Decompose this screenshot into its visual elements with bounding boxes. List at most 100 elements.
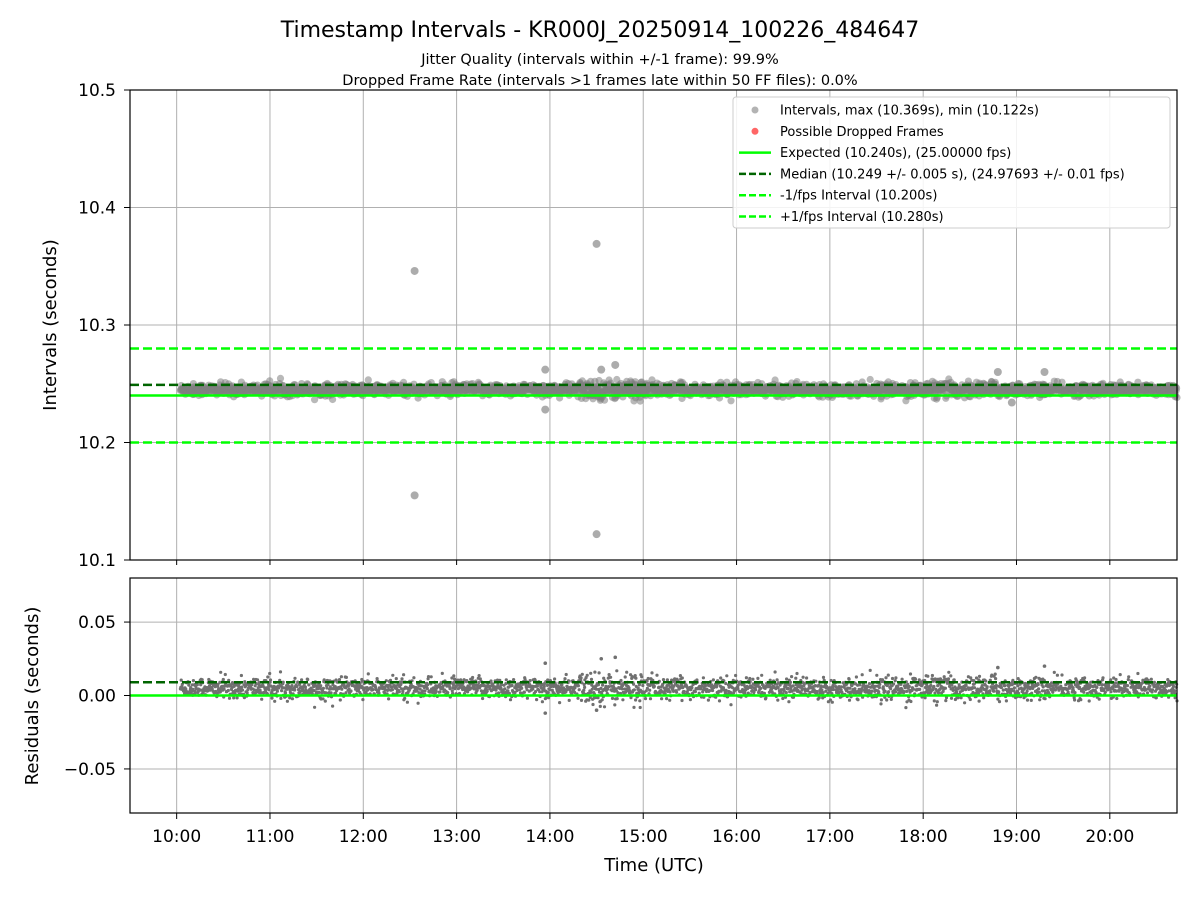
residual-point bbox=[560, 683, 564, 687]
residual-point bbox=[440, 671, 444, 676]
residual-point bbox=[546, 678, 550, 682]
residual-point bbox=[522, 690, 527, 694]
residuals-point-cloud bbox=[178, 668, 1179, 710]
residual-point bbox=[620, 687, 624, 691]
legend-entry-label: +1/fps Interval (10.280s) bbox=[780, 210, 944, 225]
residual-point bbox=[632, 705, 636, 710]
residual-point bbox=[403, 696, 407, 700]
residual-point bbox=[1004, 699, 1009, 703]
legend-entry-label: -1/fps Interval (10.200s) bbox=[780, 189, 937, 204]
intervals-y-tick-label: 10.2 bbox=[78, 434, 116, 454]
residual-point bbox=[300, 678, 304, 682]
residual-point bbox=[587, 698, 591, 702]
interval-outlier-point bbox=[592, 530, 601, 539]
residual-point bbox=[298, 682, 302, 687]
residual-point bbox=[746, 691, 750, 695]
residual-point bbox=[349, 689, 353, 693]
residual-point bbox=[988, 689, 992, 693]
residual-point bbox=[680, 698, 684, 703]
residual-point bbox=[711, 678, 716, 682]
residual-point bbox=[665, 697, 669, 701]
residual-point bbox=[290, 684, 294, 688]
residual-point bbox=[996, 697, 1000, 701]
residual-point bbox=[964, 683, 968, 687]
residual-point bbox=[499, 683, 503, 687]
residual-point bbox=[875, 673, 879, 677]
residual-point bbox=[564, 672, 568, 677]
residual-point bbox=[1031, 686, 1035, 691]
residual-point bbox=[1017, 691, 1021, 696]
residual-point bbox=[1029, 698, 1033, 703]
residual-point bbox=[632, 688, 637, 692]
residual-point bbox=[790, 689, 794, 693]
residual-point bbox=[787, 700, 791, 704]
residual-point bbox=[947, 670, 951, 674]
residual-point bbox=[469, 686, 473, 690]
residual-point bbox=[227, 696, 232, 700]
residual-point bbox=[390, 688, 394, 692]
residual-point bbox=[532, 684, 536, 689]
residual-point bbox=[326, 683, 330, 687]
residual-point bbox=[661, 678, 666, 682]
residual-point bbox=[525, 688, 529, 692]
residual-point bbox=[485, 689, 489, 693]
residual-point bbox=[597, 671, 601, 675]
residual-point bbox=[645, 686, 650, 690]
interval-point bbox=[600, 396, 609, 404]
residual-point bbox=[1052, 670, 1056, 675]
residual-point bbox=[613, 703, 617, 707]
residual-point bbox=[1016, 677, 1020, 681]
residual-point bbox=[815, 690, 819, 694]
intervals-y-tick-label: 10.4 bbox=[78, 199, 116, 219]
residual-point bbox=[280, 689, 284, 693]
residual-point bbox=[668, 690, 672, 694]
residual-point bbox=[583, 685, 587, 690]
residual-point bbox=[907, 684, 911, 689]
residual-point bbox=[1060, 673, 1064, 677]
residual-point bbox=[791, 684, 795, 688]
residual-point bbox=[499, 686, 503, 691]
residual-point bbox=[306, 677, 310, 682]
residual-point bbox=[301, 686, 305, 690]
residual-point bbox=[599, 686, 603, 691]
residual-point bbox=[944, 699, 948, 703]
residual-point bbox=[338, 698, 342, 702]
residual-point bbox=[997, 690, 1001, 694]
residual-point bbox=[386, 685, 390, 689]
residual-point bbox=[883, 689, 887, 693]
residual-point bbox=[972, 686, 977, 690]
residual-point bbox=[980, 684, 984, 688]
residual-point bbox=[239, 673, 243, 678]
residual-point bbox=[902, 690, 906, 694]
residual-point bbox=[867, 682, 872, 686]
legend-box bbox=[732, 96, 1171, 229]
residual-point bbox=[407, 688, 411, 692]
residual-point bbox=[956, 696, 960, 700]
residual-point bbox=[285, 699, 289, 703]
residual-point bbox=[551, 684, 556, 689]
residual-point bbox=[968, 697, 972, 702]
residual-point bbox=[448, 687, 452, 691]
residual-point bbox=[911, 687, 915, 691]
interval-outlier-point bbox=[993, 368, 1002, 376]
residual-point bbox=[503, 687, 507, 691]
residual-point bbox=[610, 696, 615, 701]
residual-point bbox=[868, 668, 872, 673]
residual-point bbox=[423, 689, 427, 693]
residual-point bbox=[615, 669, 619, 673]
residual-point bbox=[1040, 689, 1044, 693]
residual-point bbox=[1043, 689, 1047, 693]
residual-point bbox=[856, 698, 860, 702]
residual-point bbox=[988, 678, 992, 682]
residual-point bbox=[1051, 690, 1055, 694]
residual-point bbox=[954, 690, 959, 694]
residual-point bbox=[579, 676, 583, 680]
residual-point bbox=[736, 686, 740, 691]
residual-point bbox=[1016, 684, 1020, 688]
intervals-x-ticks bbox=[176, 560, 1111, 565]
chart-subtitle-jitter: Jitter Quality (intervals within +/-1 fr… bbox=[420, 52, 779, 68]
residual-point bbox=[762, 691, 767, 695]
residual-point bbox=[252, 688, 256, 692]
residual-point bbox=[434, 689, 438, 693]
residual-point bbox=[786, 686, 790, 690]
